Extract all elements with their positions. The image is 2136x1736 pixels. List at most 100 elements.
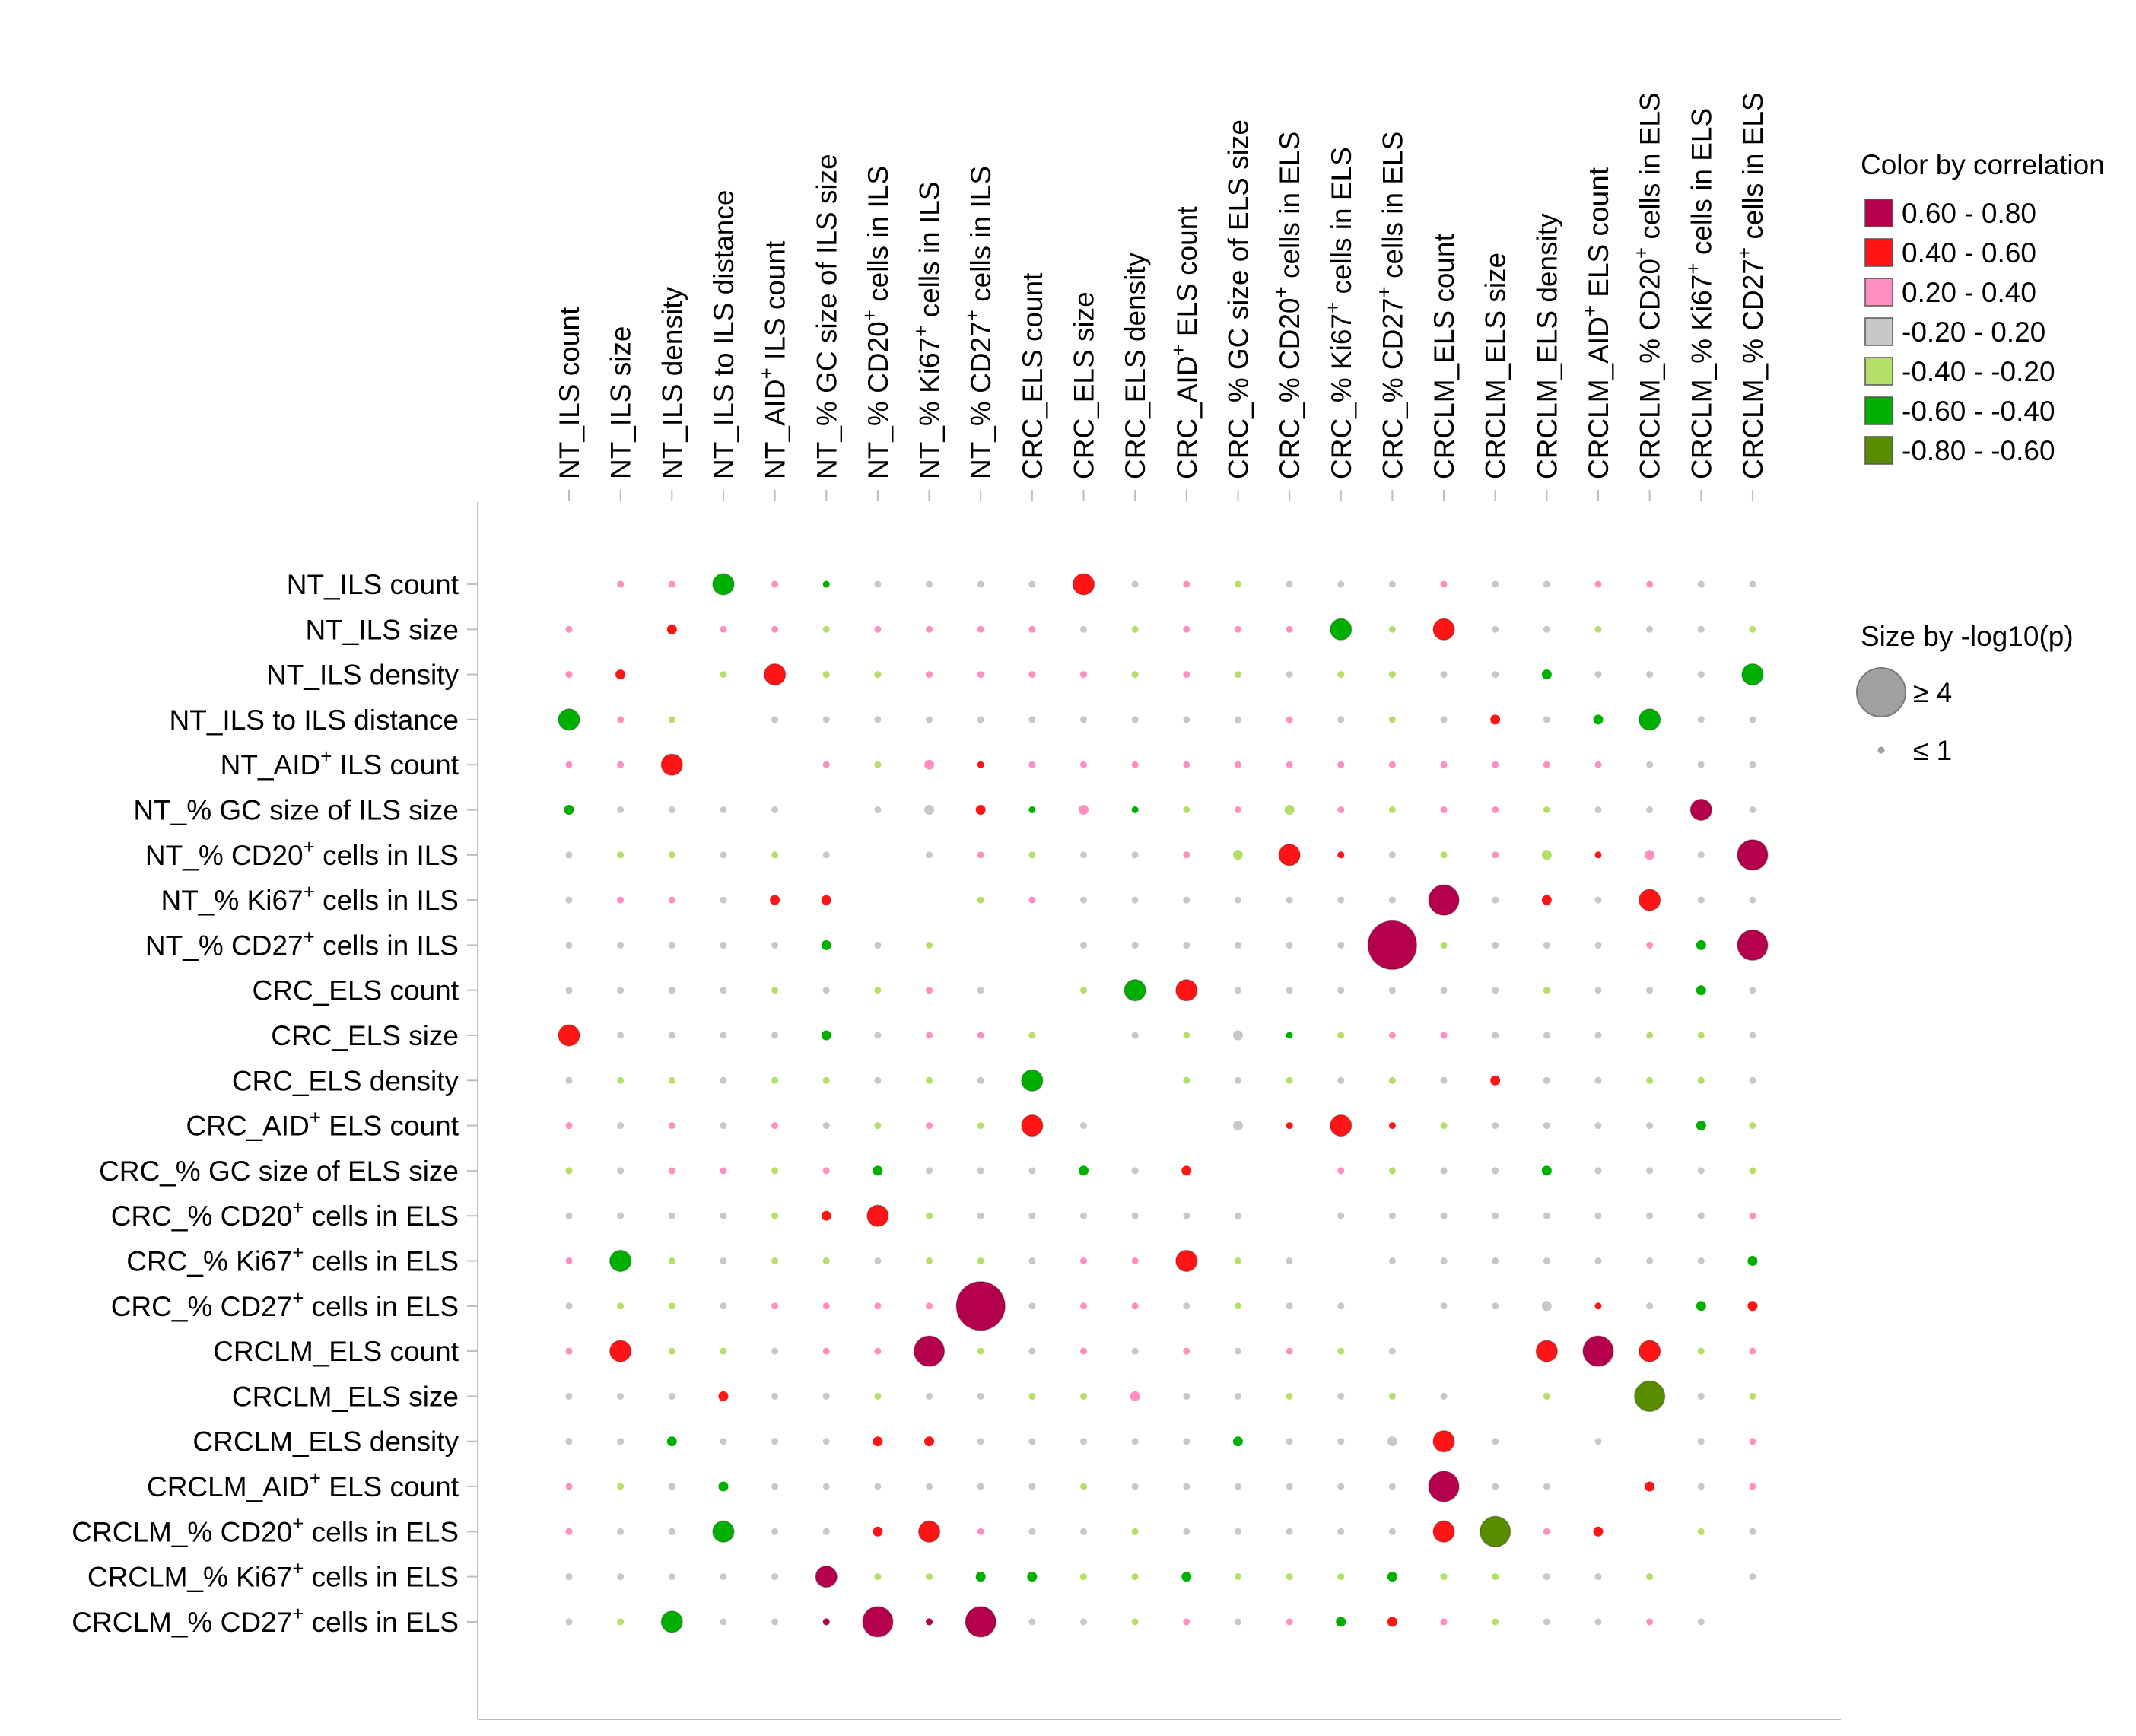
correlation-dot <box>1080 1212 1087 1219</box>
correlation-dot <box>1337 1392 1345 1400</box>
correlation-dot <box>1749 1347 1756 1355</box>
correlation-dot <box>617 987 625 994</box>
correlation-dot <box>1432 618 1455 641</box>
correlation-dot <box>977 1392 984 1400</box>
correlation-dot <box>977 1212 984 1219</box>
correlation-dot <box>926 1573 933 1581</box>
correlation-dot <box>1388 1528 1396 1535</box>
correlation-dot <box>1697 761 1705 768</box>
correlation-dot <box>1749 761 1756 768</box>
row-label: CRCLM_% CD20+ cells in ELS <box>72 1512 459 1547</box>
correlation-dot <box>1080 671 1087 679</box>
correlation-dot <box>1492 1167 1499 1175</box>
correlation-dot <box>1028 625 1036 633</box>
correlation-dot <box>1080 1392 1087 1400</box>
correlation-dot <box>1234 716 1241 723</box>
correlation-dot <box>873 1165 883 1176</box>
correlation-dot <box>668 851 675 859</box>
correlation-dot <box>1181 1165 1192 1176</box>
correlation-dot <box>1388 987 1396 994</box>
correlation-dot <box>565 1573 573 1581</box>
correlation-dot <box>1749 1212 1756 1219</box>
correlation-dot <box>1432 1429 1455 1453</box>
correlation-dot <box>977 1347 984 1355</box>
correlation-dot <box>1594 987 1602 994</box>
column-label: NT_AID+ ILS count <box>755 240 791 479</box>
column-label: CRC_% Ki67+ cells in ELS <box>1321 147 1357 479</box>
correlation-dot <box>1749 1392 1756 1400</box>
correlation-dot <box>1594 896 1602 904</box>
legend-color-items: 0.60 - 0.80 0.40 - 0.60 0.20 - 0.40 -0.20 -… <box>1864 198 2055 466</box>
correlation-dot <box>1749 1483 1756 1490</box>
correlation-dot <box>1131 1257 1139 1264</box>
correlation-dot <box>1440 1618 1448 1626</box>
correlation-dot <box>977 1076 984 1084</box>
correlation-dot <box>1183 1076 1190 1084</box>
correlation-dot <box>668 1528 675 1535</box>
correlation-dot <box>1697 716 1705 723</box>
correlation-dot <box>977 761 984 768</box>
correlation-dot <box>1337 1483 1345 1490</box>
correlation-dot <box>874 671 882 679</box>
correlation-dot <box>913 1335 946 1367</box>
correlation-dot <box>926 1076 933 1084</box>
correlation-dot <box>1079 1165 1089 1176</box>
column-label: CRCLM_% CD20+ cells in ELS <box>1630 92 1666 479</box>
column-label: NT_% Ki67+ cells in ILS <box>910 181 946 479</box>
correlation-dot <box>771 1212 779 1219</box>
axis-ticks <box>467 490 1753 1623</box>
correlation-dot <box>926 987 933 994</box>
correlation-dot <box>1582 1335 1614 1367</box>
correlation-dot <box>617 716 625 723</box>
correlation-dot <box>1646 1122 1654 1130</box>
correlation-dot <box>1183 761 1190 768</box>
correlation-dot <box>1021 1069 1044 1092</box>
column-label: CRC_% GC size of ELS size <box>1222 119 1254 479</box>
correlation-dot <box>771 1032 779 1039</box>
correlation-dot <box>1131 1167 1139 1175</box>
correlation-dot <box>771 1076 779 1084</box>
correlation-dot <box>874 1122 882 1130</box>
correlation-dot <box>720 1167 727 1175</box>
correlation-dot <box>1286 625 1293 633</box>
correlation-dot <box>1747 1301 1758 1312</box>
correlation-dot <box>1234 1392 1241 1400</box>
correlation-dot <box>1696 940 1706 950</box>
correlation-dot <box>1388 1483 1396 1490</box>
correlation-dot <box>926 1212 933 1219</box>
correlation-dot <box>1646 1618 1654 1626</box>
legend-color-swatch <box>1864 199 1893 227</box>
correlation-dot <box>1697 1347 1705 1355</box>
column-label: NT_ILS count <box>554 307 585 479</box>
correlation-dot <box>771 1528 779 1535</box>
correlation-dot <box>1440 1573 1448 1581</box>
correlation-dot <box>1440 671 1448 679</box>
row-label: NT_ILS size <box>305 614 459 645</box>
correlation-dot <box>1131 1032 1139 1039</box>
correlation-dot <box>1286 1032 1293 1039</box>
correlation-dot <box>822 1257 830 1264</box>
correlation-dot <box>874 941 882 949</box>
correlation-dot <box>1021 1114 1044 1137</box>
correlation-dot <box>1646 580 1654 588</box>
correlation-dot <box>1594 851 1602 859</box>
correlation-dot <box>1286 1392 1293 1400</box>
correlation-dot <box>1131 1483 1139 1490</box>
correlation-dot <box>1234 896 1241 904</box>
correlation-dot <box>1131 896 1139 904</box>
correlation-dot <box>1387 1572 1397 1582</box>
correlation-dot <box>1594 1122 1602 1130</box>
correlation-dot <box>565 1212 573 1219</box>
correlation-dot <box>977 1167 984 1175</box>
row-label: NT_% CD20+ cells in ILS <box>145 835 459 871</box>
correlation-dot <box>821 940 831 950</box>
correlation-dot <box>558 708 580 731</box>
correlation-dot <box>1594 1076 1602 1084</box>
correlation-dot <box>1286 1257 1293 1264</box>
correlation-dot <box>1080 1438 1087 1445</box>
correlation-dot <box>1337 716 1345 723</box>
correlation-dot <box>617 580 625 588</box>
correlation-dot <box>1646 1032 1654 1039</box>
correlation-dot <box>770 895 780 905</box>
